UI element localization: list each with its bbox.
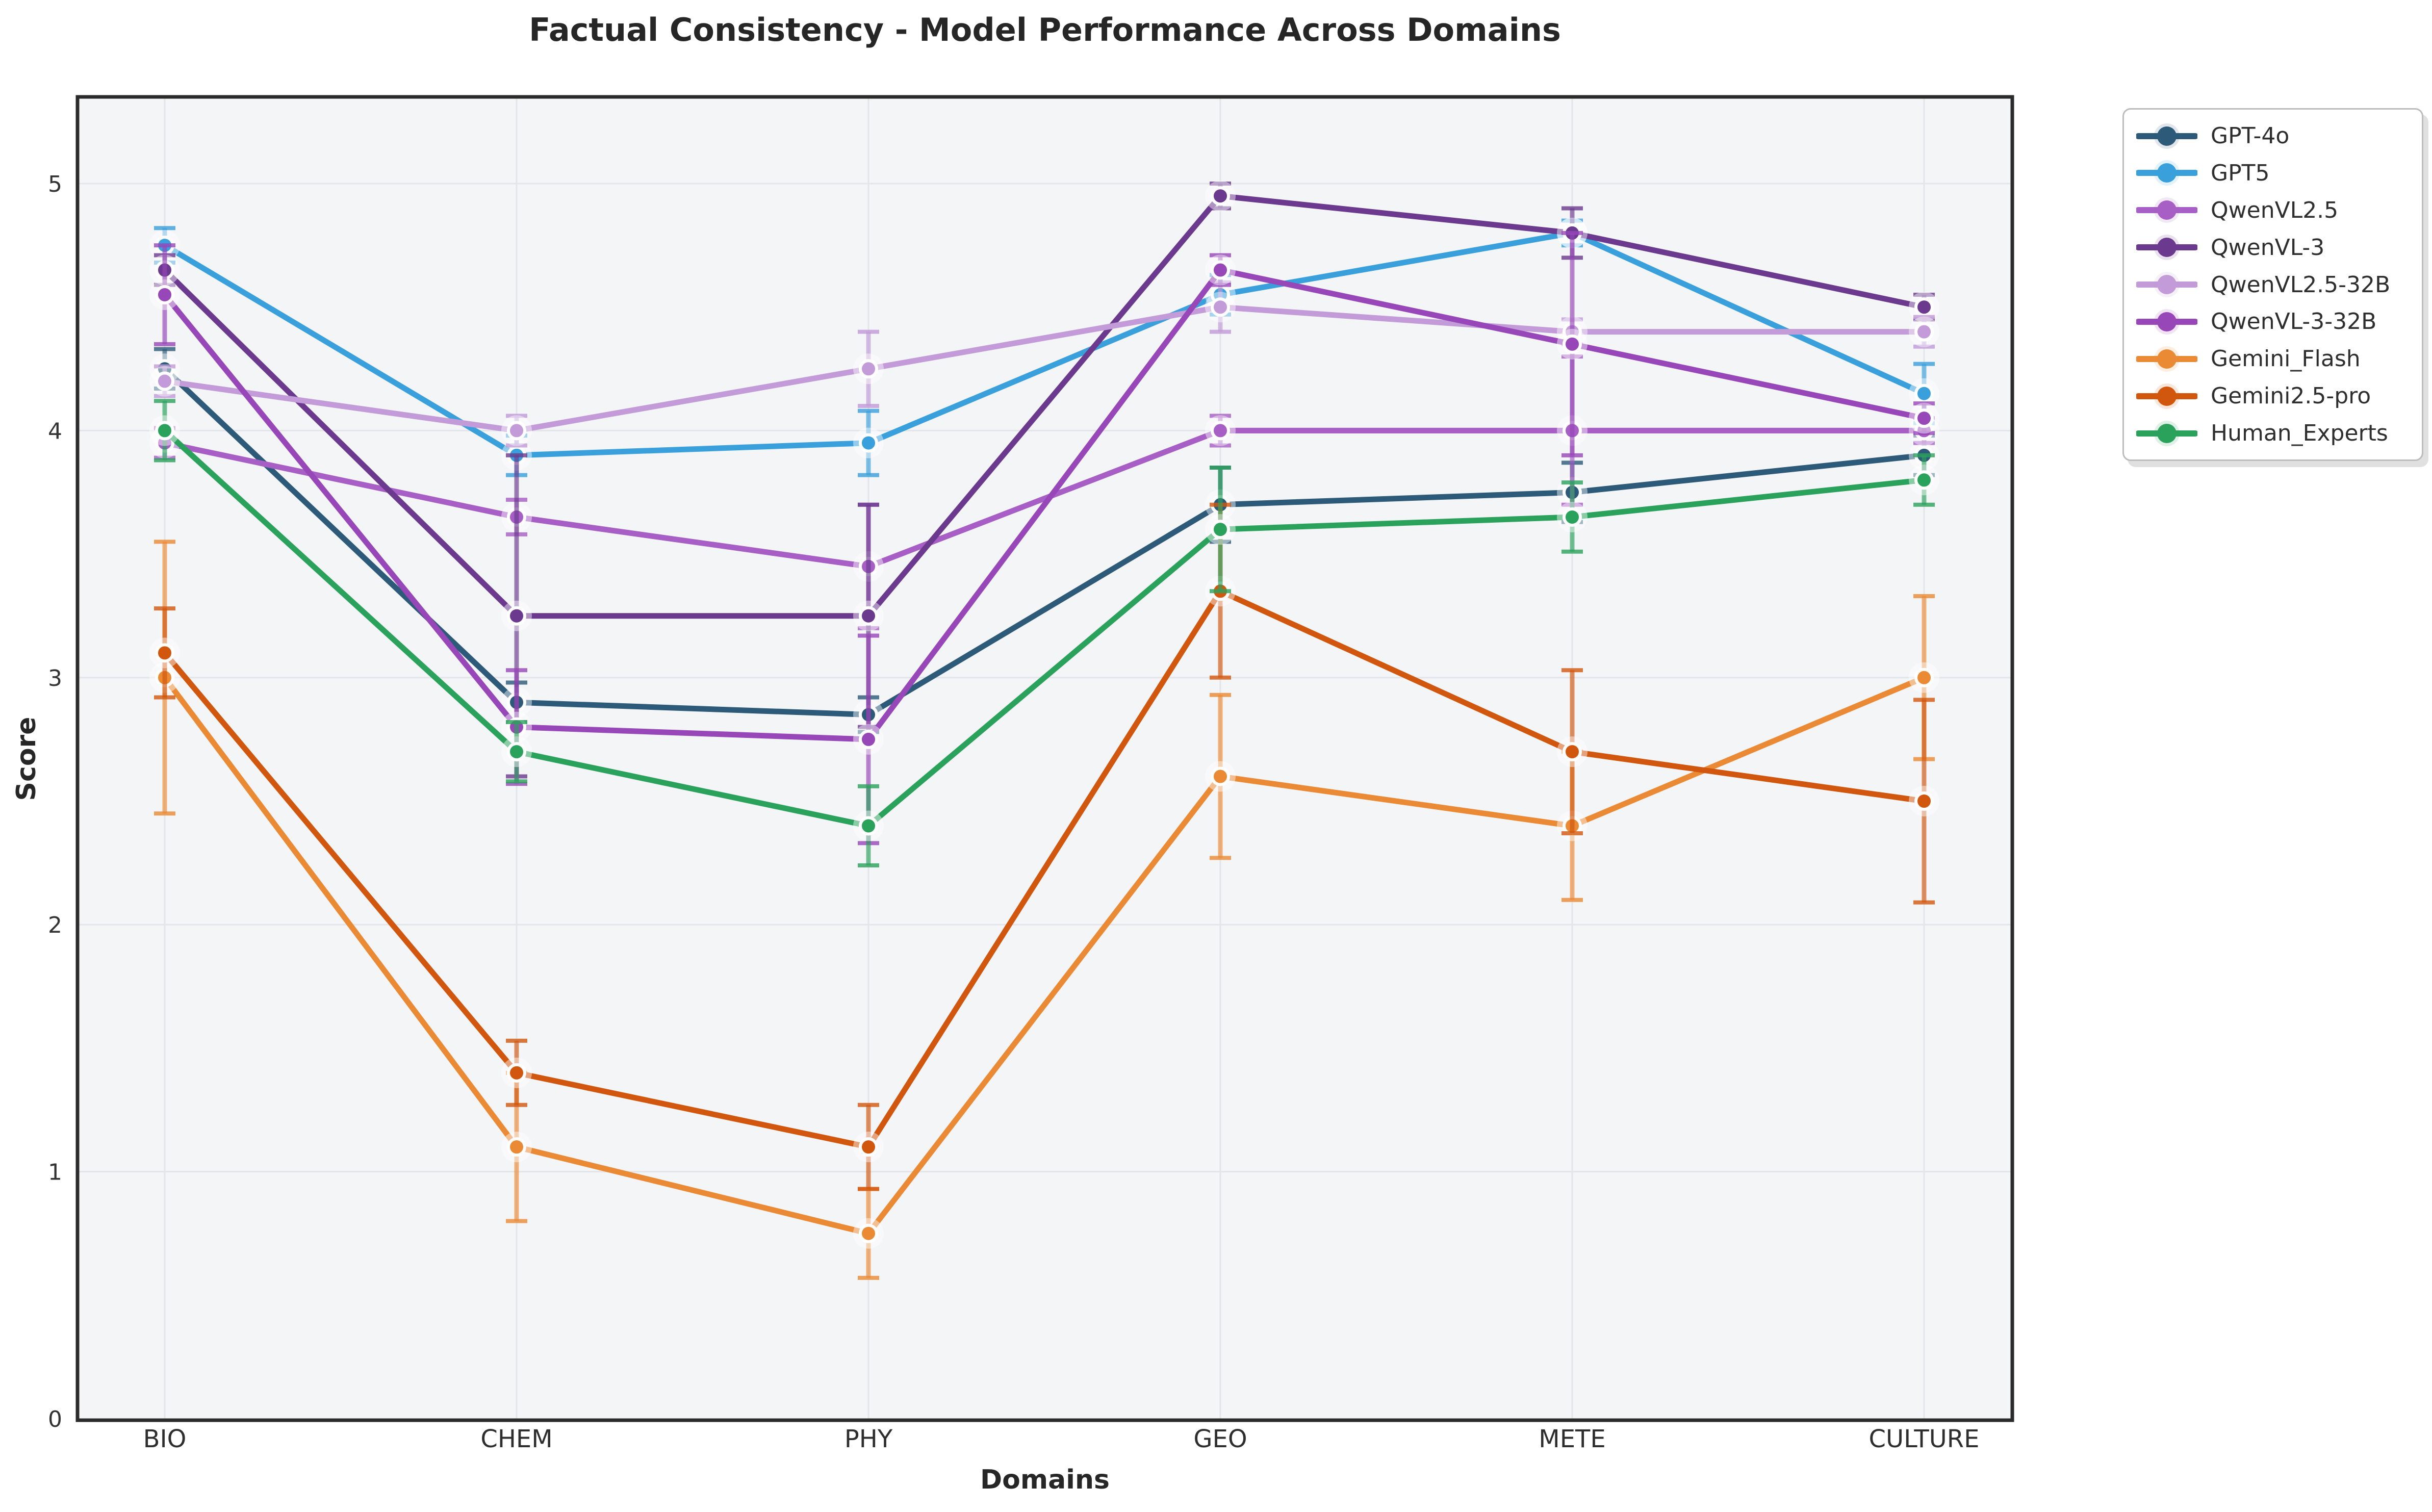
series-line <box>162 193 1927 619</box>
data-point-marker <box>1211 297 1230 317</box>
legend-label: Human_Experts <box>2211 420 2388 446</box>
legend-marker-icon <box>2136 197 2197 223</box>
series-line <box>162 366 1927 717</box>
legend-label: QwenVL2.5-32B <box>2211 271 2391 298</box>
x-tick-labels: BIO CHEM PHY GEO METE CULTURE <box>143 1425 1980 1453</box>
legend-marker-icon <box>2136 160 2197 186</box>
data-point-marker <box>1211 520 1230 540</box>
data-point-marker <box>1914 297 1934 317</box>
y-tick-labels: 0 1 2 3 4 5 <box>48 171 62 1432</box>
chart-title: Factual Consistency - Model Performance … <box>529 11 1561 48</box>
legend-marker-icon <box>2136 309 2197 335</box>
x-axis-label: Domains <box>980 1465 1110 1495</box>
legend-label: GPT5 <box>2211 160 2270 186</box>
data-point-marker <box>859 1137 878 1157</box>
legend-item-QwenVL2.5: QwenVL2.5 <box>2136 197 2413 223</box>
y-tick-label: 4 <box>48 418 62 444</box>
legend-marker-icon <box>2136 272 2197 297</box>
y-tick-label: 0 <box>48 1406 62 1432</box>
data-point-marker <box>1563 507 1582 527</box>
series-line <box>162 675 1927 1237</box>
data-point-marker <box>859 606 878 626</box>
legend-item-QwenVL2.5-32B: QwenVL2.5-32B <box>2136 272 2413 298</box>
y-tick-label: 3 <box>48 665 62 691</box>
data-point-marker <box>507 421 526 441</box>
series-line <box>162 267 1927 742</box>
axes-spines <box>75 95 2014 1422</box>
legend-marker-icon <box>2136 420 2197 446</box>
legend-label: QwenVL-3-32B <box>2211 309 2377 335</box>
data-point-marker <box>507 606 526 626</box>
data-point-marker <box>155 643 174 663</box>
x-tick-label: METE <box>1539 1425 1605 1453</box>
data-point-marker <box>1914 668 1934 687</box>
x-tick-label: CULTURE <box>1869 1425 1980 1453</box>
data-point-marker <box>1211 421 1230 441</box>
y-tick-label: 1 <box>48 1160 62 1186</box>
x-tick-label: PHY <box>844 1425 893 1453</box>
legend-item-GPT5: GPT5 <box>2136 160 2413 186</box>
data-point-marker <box>1914 791 1934 811</box>
series-line <box>162 304 1927 433</box>
data-point-marker <box>1914 470 1934 490</box>
series-Human_Experts <box>149 399 1939 867</box>
legend-item-Human_Experts: Human_Experts <box>2136 420 2413 446</box>
legend-marker-icon <box>2136 235 2197 261</box>
data-point-marker <box>859 816 878 836</box>
data-point-marker <box>1914 383 1934 403</box>
chart-legend: GPT-4o GPT5 QwenVL2.5 QwenVL-3 QwenVL2.5-32B… <box>2122 108 2423 461</box>
y-tick-label: 2 <box>48 912 62 938</box>
data-point-marker <box>1211 766 1230 786</box>
legend-marker-icon <box>2136 383 2197 409</box>
series-line <box>162 427 1927 570</box>
legend-item-QwenVL-3: QwenVL-3 <box>2136 235 2413 261</box>
legend-label: Gemini2.5-pro <box>2211 383 2371 409</box>
legend-item-Gemini2.5-pro: Gemini2.5-pro <box>2136 383 2413 409</box>
series-line <box>162 588 1927 1150</box>
data-point-marker <box>507 1063 526 1083</box>
data-point-marker <box>1914 322 1934 342</box>
data-point-marker <box>507 1137 526 1157</box>
data-point-marker <box>155 285 174 304</box>
data-point-marker <box>859 1223 878 1243</box>
legend-item-Gemini_Flash: Gemini_Flash <box>2136 346 2413 372</box>
y-axis-label: Score <box>11 716 42 801</box>
legend-label: QwenVL2.5 <box>2211 197 2339 223</box>
legend-label: Gemini_Flash <box>2211 346 2361 372</box>
legend-label: GPT-4o <box>2211 123 2290 149</box>
data-point-marker <box>859 433 878 453</box>
y-tick-label: 5 <box>48 171 62 197</box>
data-point-marker <box>1914 408 1934 428</box>
x-tick-label: GEO <box>1193 1425 1247 1453</box>
plot-area <box>78 97 2012 1420</box>
data-point-marker <box>859 729 878 749</box>
legend-label: QwenVL-3 <box>2211 234 2325 261</box>
x-tick-label: BIO <box>143 1425 187 1453</box>
data-point-marker <box>1563 742 1582 762</box>
legend-marker-icon <box>2136 346 2197 372</box>
series-QwenVL-3 <box>149 181 1939 779</box>
data-point-marker <box>859 359 878 379</box>
data-point-marker <box>507 742 526 762</box>
legend-item-GPT-4o: GPT-4o <box>2136 123 2413 149</box>
legend-item-QwenVL-3-32B: QwenVL-3-32B <box>2136 309 2413 335</box>
data-point-marker <box>1563 334 1582 354</box>
data-point-marker <box>155 421 174 441</box>
data-point-marker <box>1211 260 1230 280</box>
data-point-marker <box>1211 186 1230 206</box>
x-tick-label: CHEM <box>480 1425 552 1453</box>
data-point-marker <box>155 371 174 391</box>
series-line <box>162 427 1927 829</box>
legend-marker-icon <box>2136 123 2197 149</box>
